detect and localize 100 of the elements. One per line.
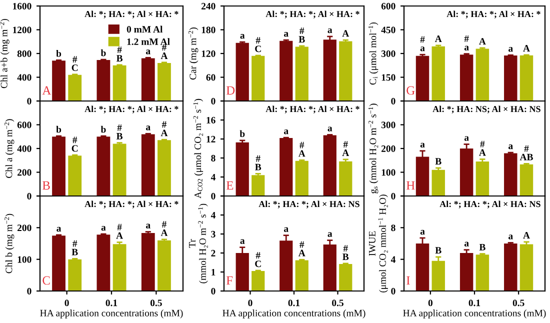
data-label: A [523, 232, 530, 238]
y-tick-label: 0 [211, 192, 216, 200]
data-label: b [100, 126, 106, 133]
annotation: Al: *; HA: *; Al × HA: * [266, 10, 360, 18]
bar [236, 42, 249, 101]
data-label: # B [72, 240, 78, 256]
data-label: a [56, 226, 62, 232]
bar [295, 160, 308, 196]
data-label: a [508, 47, 513, 52]
data-label: A [342, 30, 350, 37]
data-label: b [56, 126, 62, 133]
data-label: # C [255, 37, 261, 52]
bar [52, 136, 66, 196]
data-label: a [146, 126, 150, 130]
x-tick-label: 0.5 [332, 300, 344, 306]
x-tick-label: 0.5 [512, 300, 524, 306]
x-axis-title: HA application concentrations (mM) [222, 310, 366, 318]
bar [432, 170, 445, 196]
data-label: A [434, 36, 442, 42]
annotation: B [42, 181, 50, 190]
data-label: # B [342, 245, 349, 260]
y-tick-label: 200 [381, 145, 396, 152]
annotation: E [226, 181, 234, 190]
data-label: a [240, 239, 245, 244]
y-tick-label: 1200 [13, 26, 32, 34]
data-label: a [508, 144, 513, 150]
data-label: a [284, 32, 288, 37]
data-label: # a [420, 36, 425, 52]
annotation: Al: *; HA: *; Al × HA: * [84, 106, 178, 114]
bar [460, 54, 474, 101]
y-tick-label: 4 [210, 212, 216, 218]
bar [323, 135, 336, 196]
y-tick-label: 600 [17, 122, 32, 128]
data-label: a [101, 226, 106, 231]
data-label: a [464, 242, 469, 246]
data-label: a [328, 232, 332, 237]
annotation: Al: *; HA: *; Al × HA: NS [440, 200, 540, 208]
x-axis-title: HA application concentrations (mM) [403, 310, 546, 318]
annotation: Al: *; HA: *; Al × HA: NS [258, 200, 360, 208]
bar [52, 60, 66, 101]
data-label: a [284, 130, 288, 134]
data-label: # A [342, 141, 350, 156]
y-tick-label: 200 [17, 224, 32, 232]
x-tick-label: 0 [64, 300, 69, 306]
y-tick-label: 4 [210, 174, 216, 180]
y-tick-label: 180 [202, 26, 216, 34]
data-label: # C [255, 252, 261, 268]
bar [68, 156, 82, 196]
y-tick-label: 240 [201, 2, 216, 10]
bar [323, 40, 336, 101]
bar [112, 144, 126, 196]
y-axis-title: A$_{CO2}$ (μmol CO₂ m$^{−2}$ s$^{−1}$) [193, 98, 204, 198]
y-tick-label: 0 [391, 192, 396, 200]
bar [252, 271, 265, 291]
y-tick-label: 3 [211, 230, 216, 238]
y-tick-label: 60 [206, 74, 216, 81]
bar [68, 74, 82, 101]
x-tick-label: 0 [428, 300, 432, 306]
bar [141, 134, 155, 196]
bar [52, 236, 66, 291]
bar [96, 234, 110, 291]
data-label: a [240, 34, 245, 39]
y-axis-title: Tr (mmol H₂O m$^{−2}$ s$^{−1}$) [189, 204, 208, 284]
data-label: # B [116, 124, 123, 140]
data-label: # B [255, 155, 262, 170]
y-tick-label: 4 [390, 256, 396, 263]
bar [520, 55, 534, 101]
data-label: # B [116, 46, 123, 62]
x-tick-label: 0.5 [150, 300, 162, 306]
bar [460, 253, 474, 291]
bar [476, 162, 490, 196]
data-label: # a [464, 36, 469, 50]
data-label: # AB [520, 145, 533, 160]
y-tick-label: 0 [27, 192, 32, 200]
y-tick-label: 8 [211, 154, 216, 162]
y-tick-label: 100 [18, 256, 32, 263]
bar [504, 244, 518, 291]
data-label: a [146, 50, 150, 54]
data-label: a [464, 136, 469, 141]
y-axis-title: Chl a+b (mg m$^{−2}$) [0, 18, 10, 88]
y-tick-label: 0 [27, 98, 32, 104]
bar [432, 46, 445, 101]
bar [504, 56, 518, 101]
y-tick-label: 1 [212, 268, 216, 276]
annotation: G [406, 86, 415, 95]
data-label: # A [298, 241, 306, 256]
data-label: b [56, 50, 62, 57]
y-tick-label: 300 [381, 50, 396, 57]
y-tick-label: 1600 [13, 2, 32, 10]
data-label: a [420, 142, 425, 148]
bar [295, 260, 308, 291]
bar [339, 161, 352, 196]
bar [141, 233, 155, 291]
x-axis-title: HA application concentrations (mM) [40, 310, 183, 318]
y-axis-title: IWUE (μmol CO₂ mmol$^{−1}$ H₂O) [369, 194, 388, 292]
data-label: B [479, 244, 486, 250]
bar [158, 140, 171, 196]
bar [280, 40, 293, 101]
x-tick-label: 0.1 [288, 300, 300, 306]
bar [416, 56, 430, 101]
